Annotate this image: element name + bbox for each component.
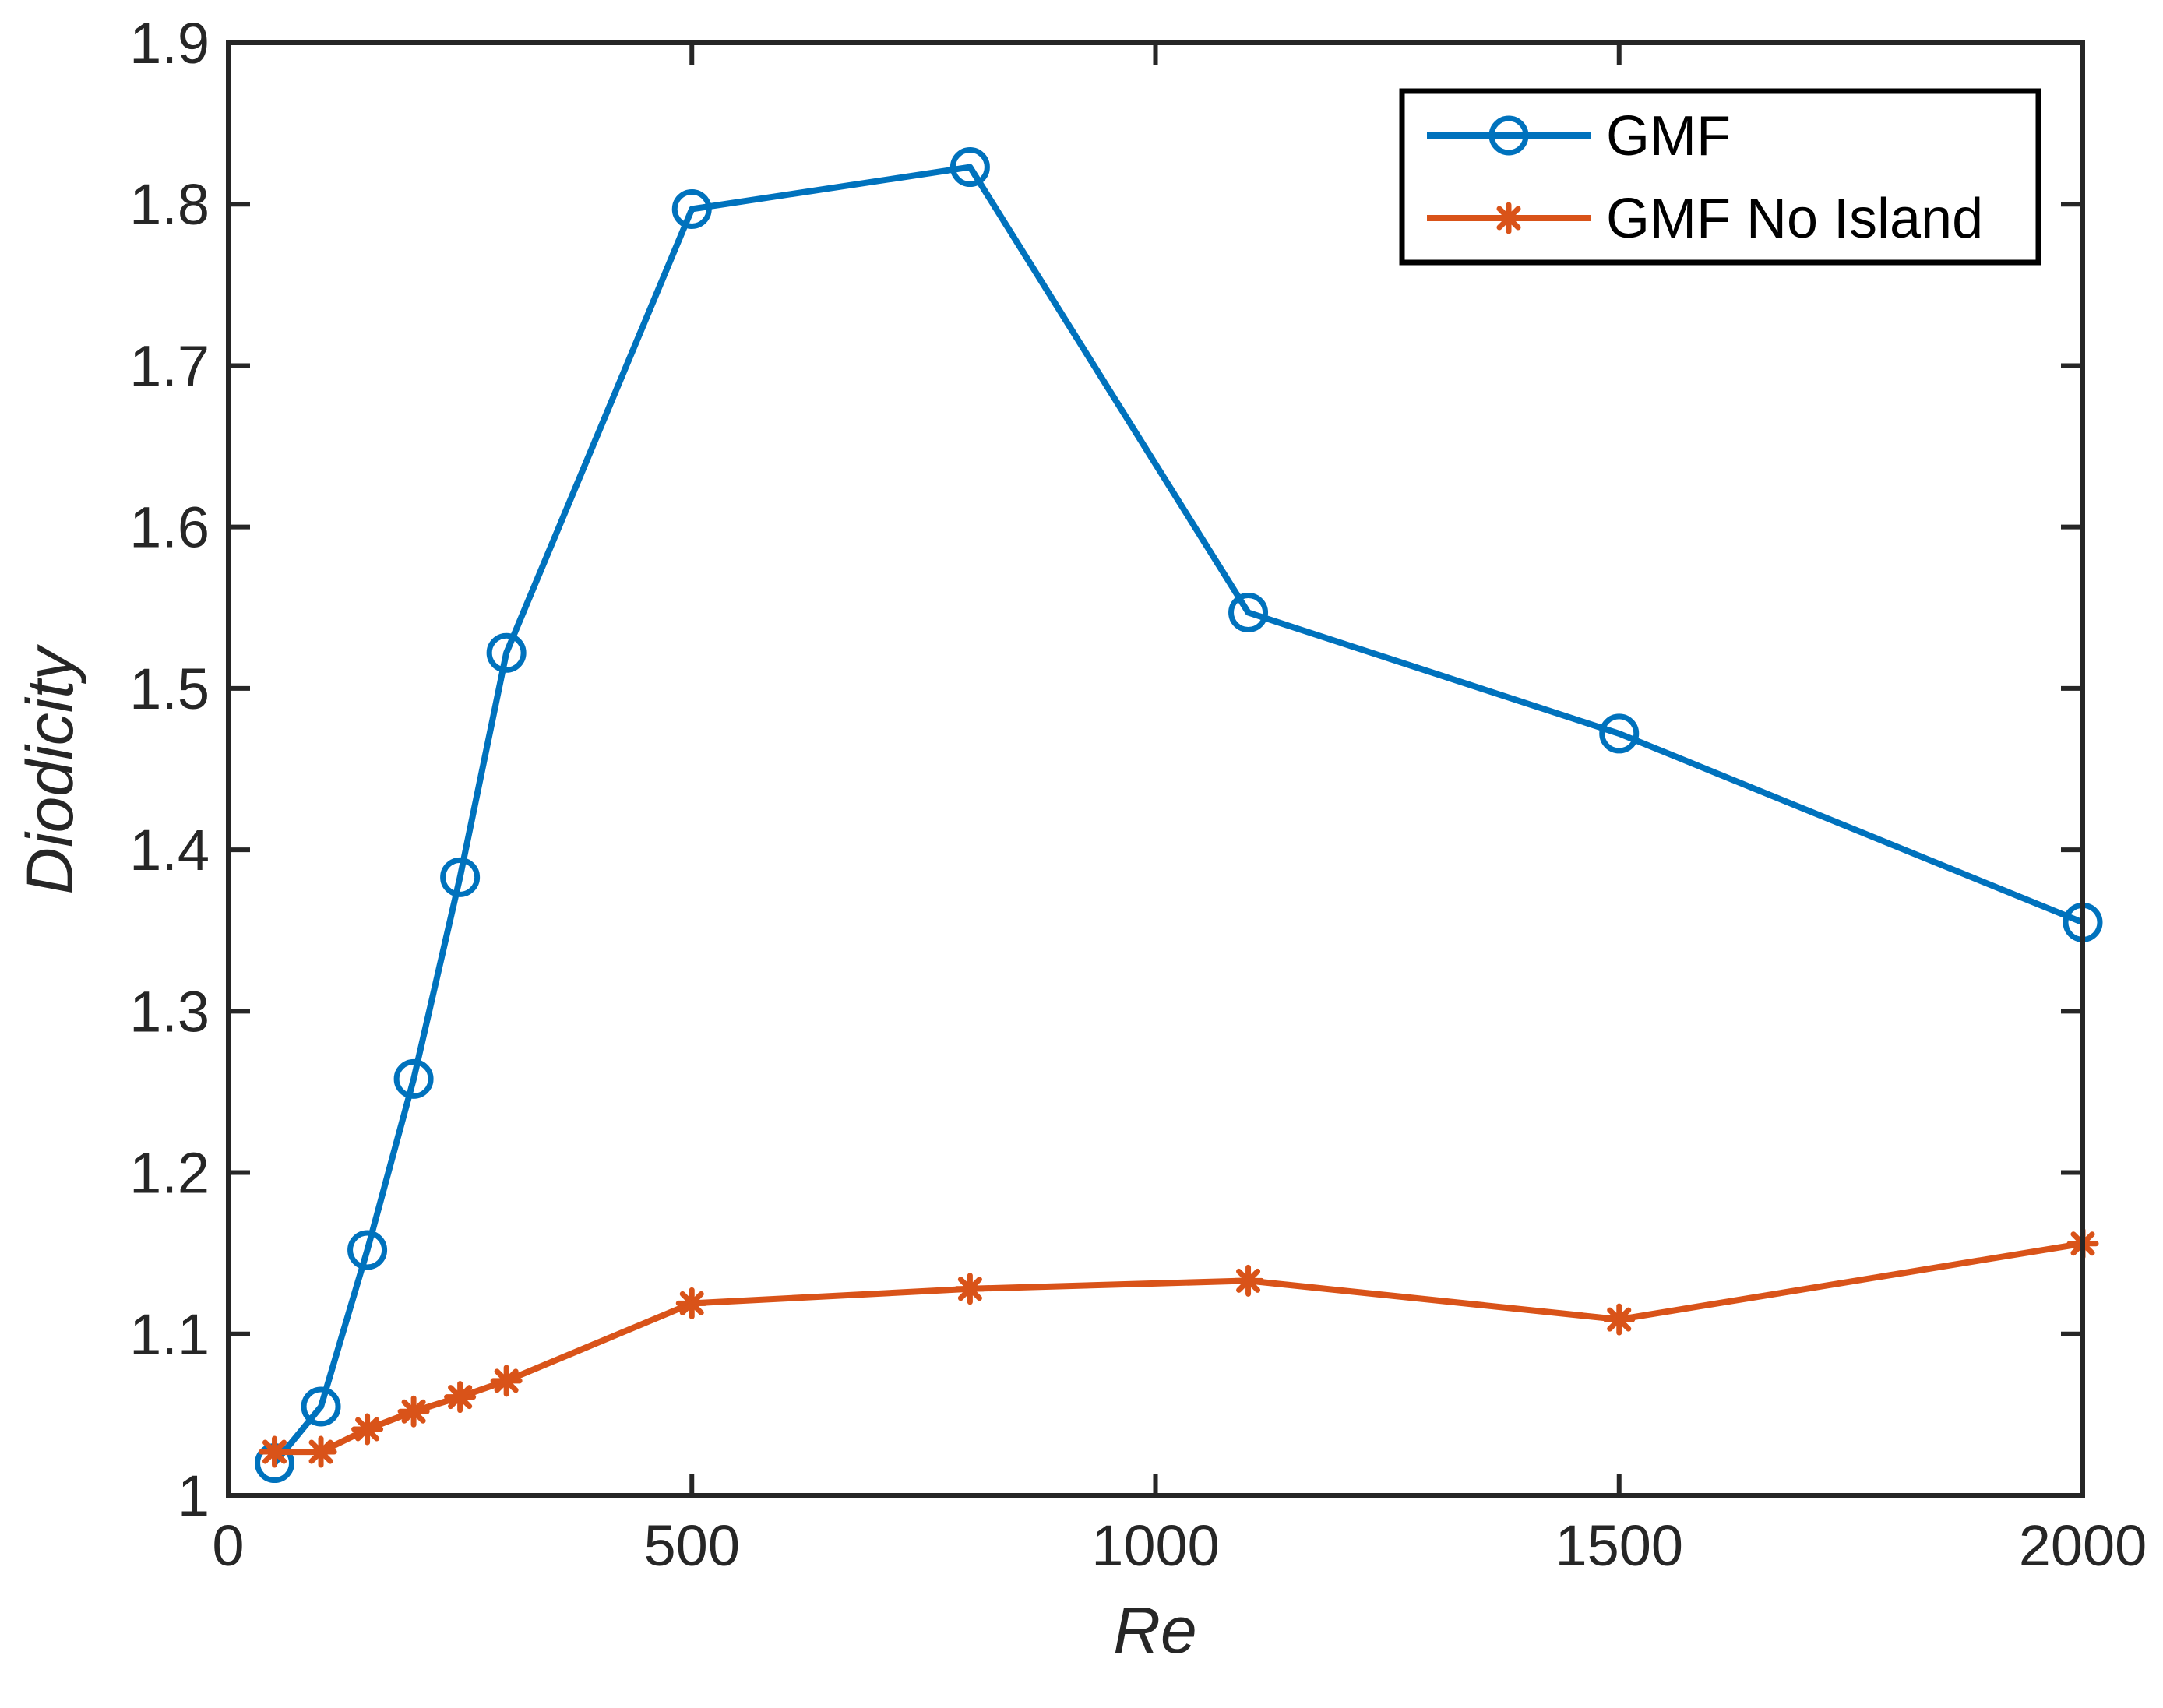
plot-area — [228, 43, 2083, 1495]
data-point — [1228, 592, 1269, 632]
data-point — [490, 1365, 523, 1397]
data-point — [675, 1287, 708, 1319]
data-point — [953, 1273, 986, 1305]
x-tick-label: 0 — [212, 1513, 244, 1578]
y-tick-label: 1.6 — [129, 495, 210, 560]
series-line — [272, 164, 2084, 1466]
data-point — [397, 1395, 430, 1428]
data-point-stroke — [448, 1385, 473, 1410]
legend-label: GMF No Island — [1606, 188, 1983, 250]
data-point — [1599, 713, 1640, 754]
data-point-stroke — [355, 1417, 380, 1442]
data-point — [393, 1058, 434, 1099]
y-axis-title: Diodicity — [13, 643, 86, 894]
data-point-stroke — [1607, 1307, 1632, 1332]
legend-marker — [1492, 202, 1525, 234]
x-tick-label: 500 — [644, 1513, 740, 1578]
data-point — [444, 1381, 477, 1414]
x-axis-title: Re — [1113, 1594, 1196, 1667]
y-tick-label: 1.4 — [129, 818, 210, 882]
legend-marker — [1488, 115, 1529, 156]
series-layer — [255, 147, 2103, 1484]
y-tick-label: 1.2 — [129, 1141, 210, 1206]
data-point — [305, 1435, 337, 1468]
data-point-stroke — [494, 1368, 519, 1393]
legend-marker-stroke — [1496, 206, 1521, 231]
data-point-stroke — [262, 1439, 287, 1464]
data-point-stroke — [401, 1399, 426, 1424]
data-point — [301, 1386, 341, 1427]
data-point — [440, 857, 481, 897]
series-2 — [259, 1227, 2099, 1468]
data-point — [486, 632, 527, 673]
legend-entries: GMF GMF No Island — [1427, 105, 1983, 250]
y-tick-label: 1.1 — [129, 1302, 210, 1367]
y-tick-label: 1.7 — [129, 333, 210, 398]
y-tick-label: 1 — [178, 1463, 210, 1528]
y-tick-label: 1.8 — [129, 172, 210, 237]
data-point — [1603, 1303, 1636, 1336]
x-tick-label: 1000 — [1091, 1513, 1220, 1578]
legend-entry-1: GMF — [1427, 105, 1731, 167]
y-tick-label: 1.5 — [129, 657, 210, 721]
y-tick-label: 1.3 — [129, 979, 210, 1044]
data-point — [949, 147, 990, 188]
ticks-layer: 0 500 1000 1500 2000 1 1.1 1.2 1.3 1.4 1.5 1.6 1.7 1.… — [129, 11, 2147, 1578]
y-tick-label: 1.9 — [129, 11, 210, 76]
legend-label: GMF — [1606, 105, 1731, 167]
data-point — [347, 1230, 388, 1270]
data-point-stroke — [308, 1439, 333, 1464]
legend: GMF GMF No Island — [1399, 88, 2041, 266]
data-point — [259, 1435, 291, 1468]
legend-entry-2: GMF No Island — [1427, 188, 1983, 250]
data-point-stroke — [1236, 1268, 1261, 1293]
data-point-stroke — [957, 1277, 982, 1301]
data-point — [351, 1413, 384, 1446]
data-point-stroke — [679, 1291, 704, 1315]
series-1 — [255, 147, 2103, 1484]
data-point — [1232, 1264, 1265, 1297]
x-tick-label: 1500 — [1555, 1513, 1683, 1578]
x-tick-label: 2000 — [2019, 1513, 2147, 1578]
data-point — [671, 188, 712, 229]
